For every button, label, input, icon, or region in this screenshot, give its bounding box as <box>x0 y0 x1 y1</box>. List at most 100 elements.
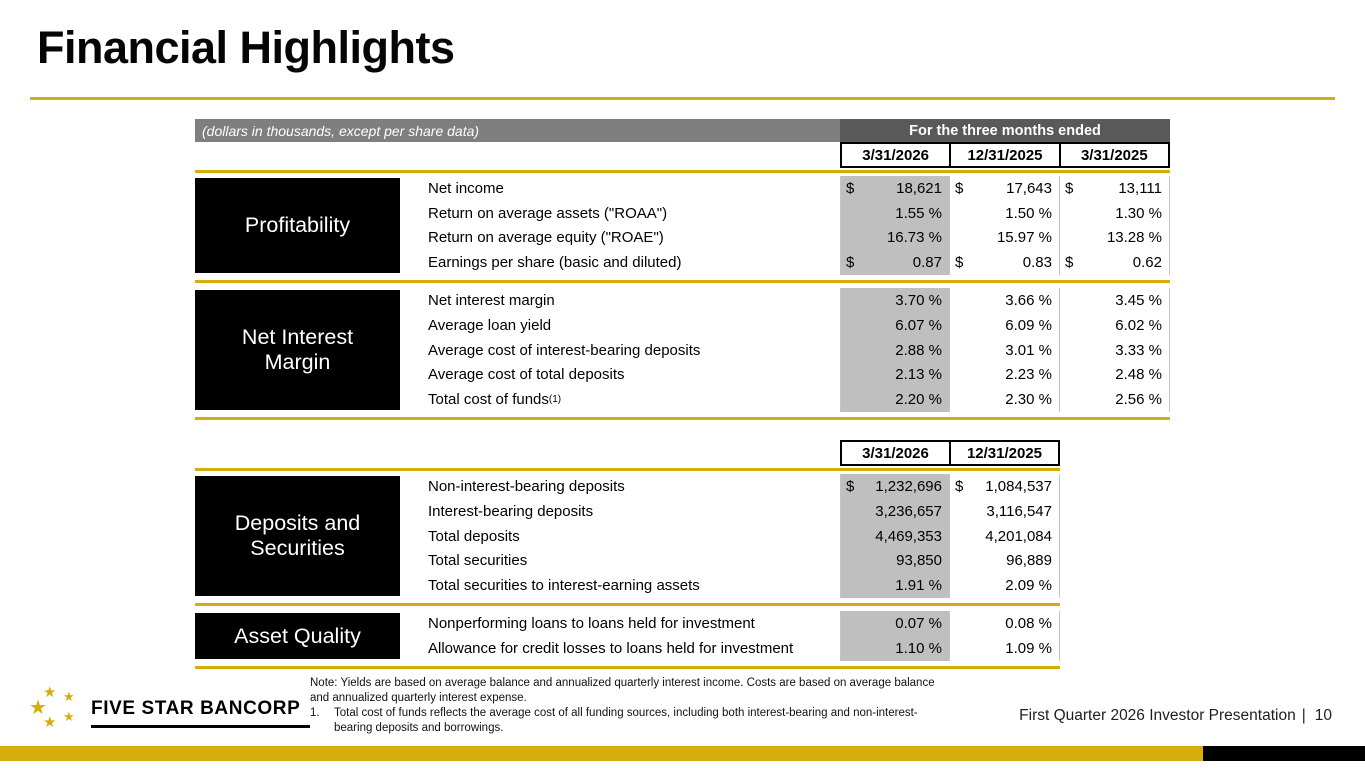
cell-value: 96,889 <box>1006 552 1052 570</box>
row-label-text: Return on average equity ("ROAE") <box>428 229 664 247</box>
row-label-text: Allowance for credit losses to loans hel… <box>428 639 794 657</box>
row-label-text: Net interest margin <box>428 292 555 310</box>
row-label-text: Total securities <box>428 552 528 570</box>
cell-value: 1,084,537 <box>985 478 1052 496</box>
cell-value: 3.66 % <box>1005 292 1052 310</box>
divider <box>195 417 1170 421</box>
value-cell: 1.09 % <box>950 635 1060 661</box>
row-label: Nonperforming loans to loans held for in… <box>428 611 840 636</box>
value-cell: 1.91 % <box>840 573 950 599</box>
cell-value: 93,850 <box>896 552 942 570</box>
value-cell: 6.02 % <box>1060 312 1170 338</box>
cell-value: 1.30 % <box>1115 204 1162 222</box>
bottom-bar-black <box>1203 746 1365 761</box>
value-cell: 1.10 % <box>840 635 950 661</box>
star-icon: ★ <box>63 709 75 724</box>
section-divider <box>195 280 1170 284</box>
row-label-text: Total deposits <box>428 527 520 545</box>
section-label: Asset Quality <box>195 613 400 659</box>
company-logo: ★ ★ ★ ★ ★ FIVE STAR BANCORP <box>29 684 311 738</box>
value-cell: $0.83 <box>950 250 1060 276</box>
cell-value: 3,236,657 <box>875 502 942 520</box>
row-label: Net interest margin <box>428 288 840 313</box>
title-divider <box>30 97 1335 100</box>
value-cell: 2.23 % <box>950 362 1060 388</box>
cell-value: 1.55 % <box>895 204 942 222</box>
star-icon: ★ <box>63 689 75 704</box>
cell-value: 2.13 % <box>895 366 942 384</box>
value-cell: 0.08 % <box>950 611 1060 636</box>
financial-tables: (dollars in thousands, except per share … <box>195 119 1170 669</box>
cell-value: 2.09 % <box>1005 577 1052 595</box>
table2-column-headers: 3/31/2026 12/31/2025 <box>840 440 1060 467</box>
note-text: Note: Yields are based on average balanc… <box>310 677 935 704</box>
row-label-text: Net income <box>428 179 504 197</box>
row-label: Interest-bearing deposits <box>428 499 840 524</box>
cell-value: 0.83 <box>1022 254 1052 272</box>
cell-value: 1,232,696 <box>875 478 942 496</box>
cell-value: 0.62 <box>1132 254 1162 272</box>
cell-value: 2.56 % <box>1115 391 1162 409</box>
row-label: Average cost of total deposits <box>428 363 840 388</box>
value-cell: $1,084,537 <box>950 474 1060 499</box>
logo-stars: ★ ★ ★ ★ ★ <box>29 684 82 738</box>
value-cell: 3.66 % <box>950 288 1060 313</box>
table-section: Asset Quality Nonperforming loans to loan… <box>195 611 1170 661</box>
cell-value: 6.09 % <box>1005 316 1052 334</box>
cell-value: 16.73 % <box>886 229 942 247</box>
value-cell: 2.09 % <box>950 573 1060 599</box>
footnote-ref: (1) <box>548 394 562 406</box>
currency-symbol: $ <box>955 179 964 197</box>
row-label-text: Total cost of funds <box>428 391 549 409</box>
row-label: Average cost of interest-bearing deposit… <box>428 338 840 363</box>
cell-value: 15.97 % <box>996 229 1052 247</box>
cell-value: 2.23 % <box>1005 366 1052 384</box>
value-cell: 4,201,084 <box>950 523 1060 549</box>
value-cell: 6.07 % <box>840 312 950 338</box>
value-cell: 2.88 % <box>840 337 950 363</box>
section-divider <box>195 603 1060 607</box>
section-label: Net Interest Margin <box>195 290 400 411</box>
cell-value: 3.33 % <box>1115 341 1162 359</box>
value-cell: 15.97 % <box>950 225 1060 251</box>
cell-value: 2.48 % <box>1115 366 1162 384</box>
row-label-text: Return on average assets ("ROAA") <box>428 204 668 222</box>
star-icon: ★ <box>43 684 57 701</box>
footnote-number: 1. <box>310 707 320 720</box>
value-cell: 3,116,547 <box>950 498 1060 524</box>
presentation-title: First Quarter 2026 Investor Presentation <box>1019 707 1296 724</box>
cell-value: 4,469,353 <box>875 527 942 545</box>
units-label: (dollars in thousands, except per share … <box>195 119 840 142</box>
page-number: 10 <box>1314 707 1332 724</box>
row-label: Total deposits <box>428 524 840 549</box>
logo-text: FIVE STAR BANCORP <box>91 698 311 728</box>
cell-value: 0.07 % <box>895 615 942 633</box>
column-header: 3/31/2026 <box>862 146 930 164</box>
cell-value: 1.10 % <box>895 639 942 657</box>
column-header: 12/31/2025 <box>949 144 1058 166</box>
period-header: For the three months ended <box>840 119 1170 142</box>
column-header: 3/31/2026 <box>862 444 929 462</box>
cell-value: 4,201,084 <box>985 527 1052 545</box>
cell-value: 1.91 % <box>895 577 942 595</box>
page-title: Financial Highlights <box>37 22 455 73</box>
column-header: 3/31/2025 <box>1058 144 1168 166</box>
value-cell: 3.70 % <box>840 288 950 313</box>
row-label-text: Average loan yield <box>428 316 552 334</box>
value-cell: 4,469,353 <box>840 523 950 549</box>
divider <box>195 665 1060 669</box>
cell-value: 2.88 % <box>895 341 942 359</box>
cell-value: 3.01 % <box>1005 341 1052 359</box>
cell-value: 13.28 % <box>1106 229 1162 247</box>
divider <box>195 468 1060 472</box>
value-cell: 16.73 % <box>840 225 950 251</box>
table-section: Profitability Net income $18,621 $17,643 $13… <box>195 176 1170 276</box>
star-icon: ★ <box>43 714 57 731</box>
value-cell: 0.07 % <box>840 611 950 636</box>
row-label: Allowance for credit losses to loans hel… <box>428 636 840 661</box>
value-cell: $18,621 <box>840 176 950 201</box>
row-label: Total securities to interest-earning ass… <box>428 573 840 598</box>
cell-value: 6.02 % <box>1115 316 1162 334</box>
row-label: Average loan yield <box>428 313 840 338</box>
